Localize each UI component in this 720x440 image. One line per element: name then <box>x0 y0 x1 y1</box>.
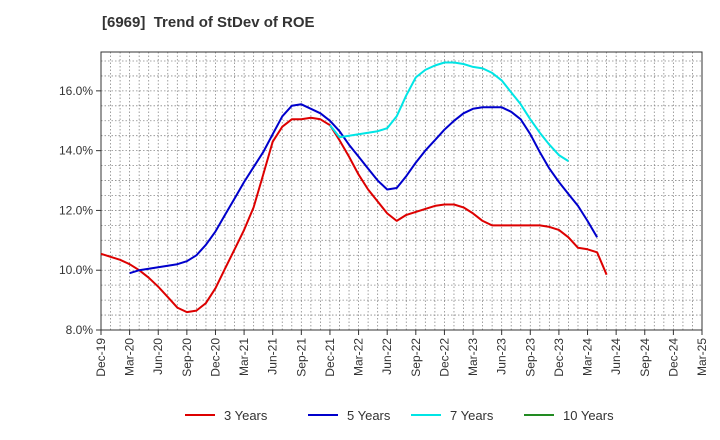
grid-layer <box>101 52 702 330</box>
x-tick-label: Mar-20 <box>123 338 137 376</box>
x-tick-label: Dec-21 <box>323 338 337 377</box>
x-tick-label: Mar-23 <box>466 338 480 376</box>
x-tick-label: Dec-24 <box>666 338 680 377</box>
plot-frame <box>100 51 703 331</box>
x-tick-label: Sep-23 <box>523 338 537 377</box>
series-line <box>100 116 608 314</box>
x-tick-label: Mar-22 <box>352 338 366 376</box>
x-tick-label: Sep-20 <box>180 338 194 377</box>
legend-label: 7 Years <box>450 408 494 423</box>
y-tick-label: 14.0% <box>59 144 93 158</box>
x-tick-label: Sep-24 <box>638 338 652 377</box>
chart-title: [6969] Trend of StDev of ROE <box>102 14 315 31</box>
x-tick-label: Mar-25 <box>695 338 709 376</box>
legend-label: 3 Years <box>224 408 268 423</box>
x-tick-label: Jun-22 <box>380 338 394 375</box>
legend: 3 Years 5 Years 7 Years 10 Years <box>185 408 614 423</box>
x-tick-label: Mar-24 <box>581 338 595 376</box>
x-tick-label: Sep-22 <box>409 338 423 377</box>
series-layer <box>100 61 608 314</box>
x-tick-label: Jun-24 <box>609 338 623 375</box>
series-line <box>329 61 569 162</box>
x-tick-label: Mar-21 <box>237 338 251 376</box>
y-tick-label: 16.0% <box>59 84 93 98</box>
y-tick-label: 8.0% <box>66 323 94 337</box>
x-tick-label: Sep-21 <box>294 338 308 377</box>
series-line <box>129 103 598 275</box>
x-tick-label: Jun-20 <box>151 338 165 375</box>
y-axis-ticks: 8.0% 10.0% 12.0% 14.0% 16.0% <box>59 84 101 337</box>
x-tick-label: Dec-19 <box>94 338 108 377</box>
x-tick-label: Jun-21 <box>266 338 280 375</box>
x-tick-label: Dec-22 <box>437 338 451 377</box>
x-tick-label: Jun-23 <box>495 338 509 375</box>
x-tick-label: Dec-23 <box>552 338 566 377</box>
x-tick-label: Dec-20 <box>208 338 222 377</box>
legend-label: 10 Years <box>563 408 614 423</box>
y-tick-label: 10.0% <box>59 263 93 277</box>
x-axis-ticks: Dec-19 Mar-20 Jun-20 Sep-20 Dec-20 Mar-21 Jun-… <box>94 330 709 377</box>
y-tick-label: 12.0% <box>59 203 93 217</box>
legend-label: 5 Years <box>347 408 391 423</box>
